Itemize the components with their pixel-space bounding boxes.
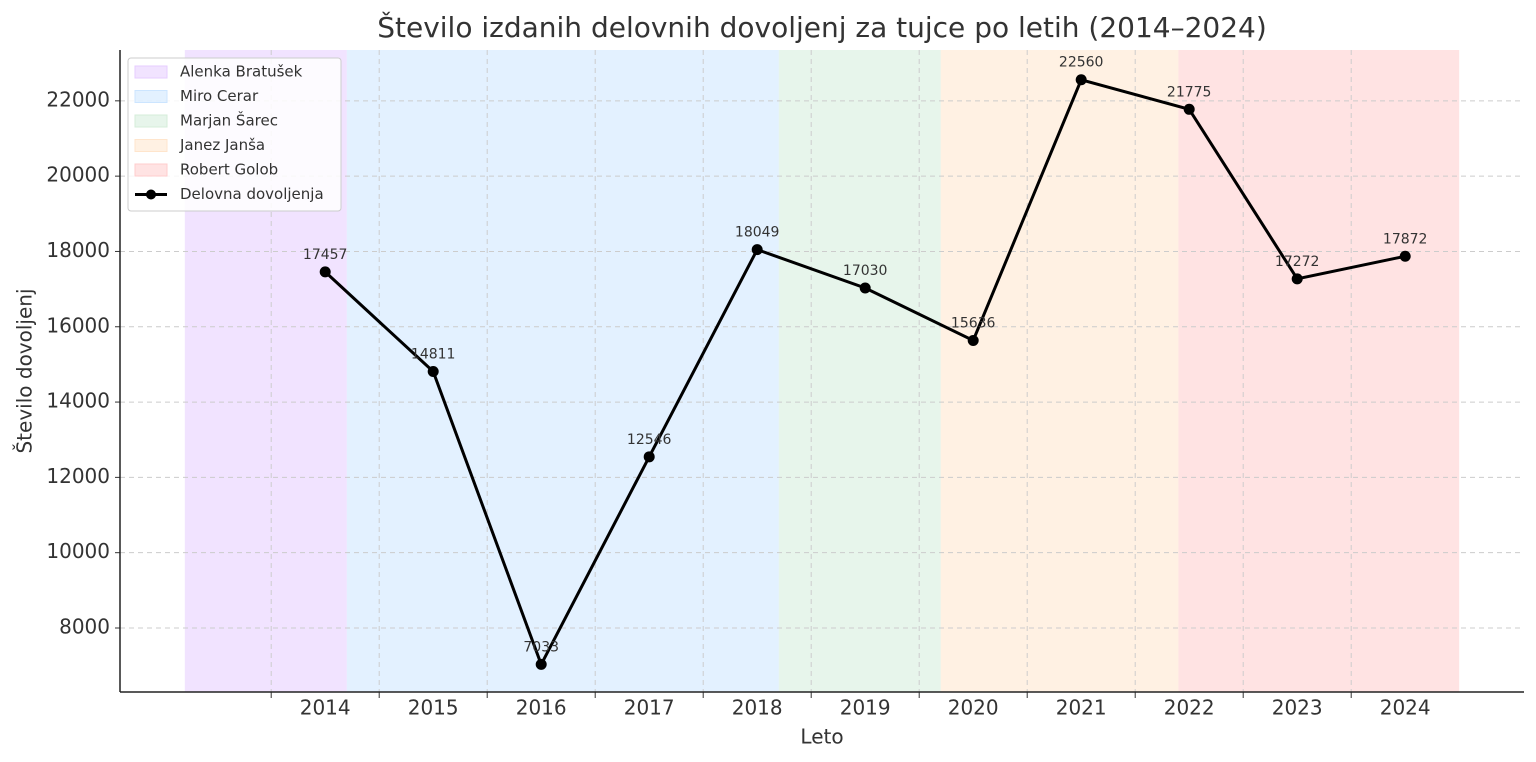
legend-box: [127, 57, 342, 212]
legend-label: Marjan Šarec: [180, 111, 278, 130]
legend-label: Janez Janša: [179, 136, 265, 154]
y-tick-label: 8000: [59, 614, 110, 638]
data-point: [319, 266, 331, 278]
data-label: 18049: [735, 225, 780, 241]
government-span: [940, 50, 1179, 692]
y-axis-label: Število dovoljenj: [13, 288, 37, 453]
data-label: 22560: [1059, 55, 1104, 71]
x-tick-label: 2015: [408, 696, 459, 720]
government-span: [1178, 50, 1460, 692]
legend: Alenka Bratušek Miro Cerar Marjan Šarec Jan…: [127, 57, 342, 212]
y-tick-label: 20000: [46, 163, 110, 187]
x-axis-label: Leto: [800, 725, 843, 749]
data-point: [427, 366, 439, 378]
x-tick-label: 2021: [1056, 696, 1107, 720]
y-tick-label: 22000: [46, 87, 110, 111]
x-tick-label: 2018: [732, 696, 783, 720]
legend-swatch: [134, 90, 168, 103]
data-point: [1075, 74, 1087, 86]
legend-label: Alenka Bratušek: [180, 63, 303, 81]
data-label: 7033: [523, 639, 559, 655]
data-label: 14811: [411, 347, 456, 363]
y-tick-label: 10000: [46, 539, 110, 563]
x-tick-label: 2014: [300, 696, 351, 720]
legend-label: Robert Golob: [180, 161, 278, 179]
legend-swatch: [134, 139, 168, 152]
x-tick-label: 2019: [840, 696, 891, 720]
y-tick-label: 14000: [46, 389, 110, 413]
x-tick-label: 2016: [516, 696, 567, 720]
y-tick-label: 16000: [46, 313, 110, 337]
data-point: [751, 244, 763, 256]
y-tick-label: 18000: [46, 238, 110, 262]
data-label: 15636: [951, 315, 996, 331]
legend-swatch: [134, 65, 168, 79]
data-label: 17872: [1383, 231, 1428, 247]
y-tick-label: 12000: [46, 464, 110, 488]
data-label: 17272: [1275, 254, 1320, 270]
x-tick-label: 2023: [1272, 696, 1323, 720]
data-point: [859, 282, 871, 294]
legend-label: Delovna dovoljenja: [180, 185, 324, 203]
x-tick-label: 2024: [1380, 696, 1431, 720]
legend-swatch: [134, 114, 168, 128]
data-label: 17030: [843, 263, 888, 279]
x-tick-label: 2017: [624, 696, 675, 720]
data-point: [643, 451, 655, 463]
government-span: [346, 50, 779, 692]
legend-label: Miro Cerar: [180, 87, 259, 105]
data-point: [967, 334, 979, 346]
data-point: [1399, 250, 1411, 262]
data-label: 21775: [1167, 84, 1212, 100]
government-span: [778, 50, 941, 692]
x-tick-label: 2022: [1164, 696, 1215, 720]
legend-marker: [146, 189, 156, 200]
x-tick-label: 2020: [948, 696, 999, 720]
data-point: [535, 658, 547, 670]
chart-title: Število izdanih delovnih dovoljenj za tu…: [377, 10, 1267, 44]
data-label: 12546: [627, 432, 672, 448]
data-label: 17457: [303, 247, 348, 263]
data-point: [1183, 103, 1195, 115]
legend-swatch: [134, 163, 168, 177]
data-point: [1291, 273, 1303, 285]
